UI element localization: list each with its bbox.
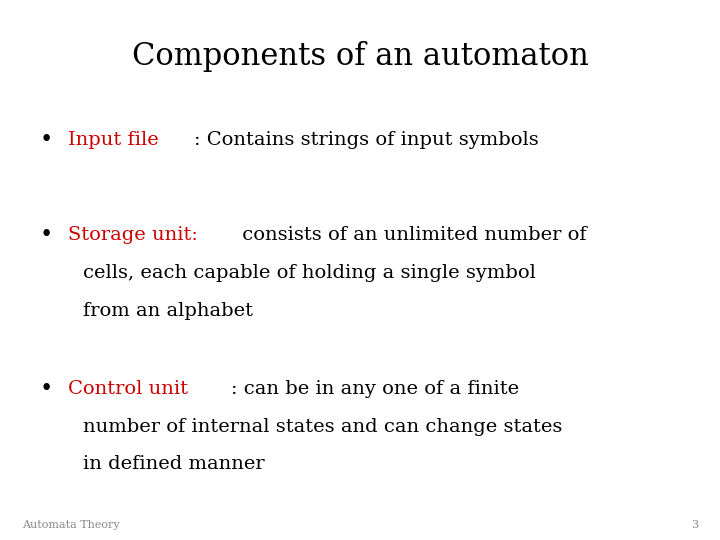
Text: 3: 3 — [691, 520, 698, 530]
Text: consists of an unlimited number of: consists of an unlimited number of — [236, 226, 587, 244]
Text: : can be in any one of a finite: : can be in any one of a finite — [231, 380, 519, 398]
Text: •: • — [40, 224, 53, 246]
Text: •: • — [40, 378, 53, 400]
Text: in defined manner: in defined manner — [83, 455, 264, 474]
Text: Control unit: Control unit — [68, 380, 194, 398]
Text: : Contains strings of input symbols: : Contains strings of input symbols — [194, 131, 539, 150]
Text: Input file: Input file — [68, 131, 166, 150]
Text: from an alphabet: from an alphabet — [83, 301, 253, 320]
Text: Storage unit:: Storage unit: — [68, 226, 198, 244]
Text: cells, each capable of holding a single symbol: cells, each capable of holding a single … — [83, 264, 536, 282]
Text: number of internal states and can change states: number of internal states and can change… — [83, 417, 562, 436]
Text: Components of an automaton: Components of an automaton — [132, 41, 588, 72]
Text: Automata Theory: Automata Theory — [22, 520, 120, 530]
Text: •: • — [40, 130, 53, 151]
